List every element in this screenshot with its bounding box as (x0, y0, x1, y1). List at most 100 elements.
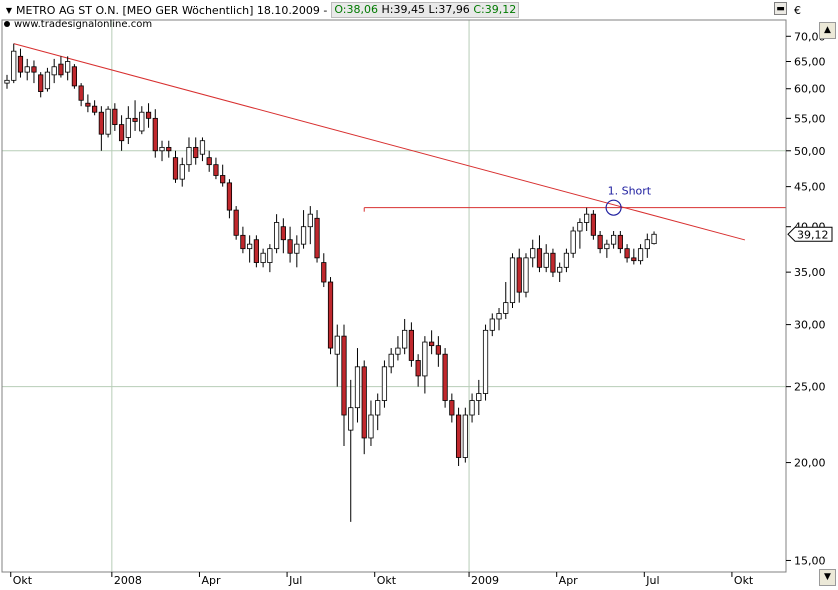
currency-label: € (794, 4, 801, 17)
candle (543, 244, 549, 273)
candle-body-up (469, 400, 475, 416)
candle (58, 56, 64, 78)
candle (105, 106, 111, 138)
candle-body-up (348, 407, 354, 431)
candle (179, 157, 185, 187)
candle-body-down (233, 209, 239, 236)
candle (348, 379, 354, 522)
minimize-button[interactable]: ▬ (774, 2, 787, 15)
y-tick-label: 15,00 (794, 554, 826, 567)
y-tick-label: 30,00 (794, 319, 826, 332)
candle-body-down (31, 66, 37, 73)
grid (2, 20, 786, 572)
candle-body-down (145, 111, 152, 119)
low-value: L:37,96 (428, 3, 470, 16)
candle-body-down (361, 366, 367, 439)
open-value: O:38,06 (334, 3, 379, 16)
candle (247, 235, 253, 263)
candle (570, 226, 576, 258)
x-tick-label: Jul (288, 574, 302, 587)
candle (354, 348, 361, 423)
candle-body-down (408, 329, 415, 361)
candle (166, 140, 172, 158)
candle (516, 248, 522, 303)
candle (118, 115, 125, 151)
candle (31, 60, 37, 84)
candle-body-up (267, 248, 273, 263)
x-tick-label: Okt (734, 574, 754, 587)
candle-body-down (280, 226, 286, 241)
candle (563, 248, 570, 273)
candle (550, 248, 556, 278)
high-value: H:39,45 (381, 3, 425, 16)
candle-body-up (51, 66, 57, 76)
candle-body-down (85, 102, 91, 107)
candle (253, 235, 259, 268)
trendline-line (13, 43, 746, 241)
candle-body-up (105, 108, 111, 135)
y-tick-label: 25,00 (794, 381, 826, 394)
candle (287, 226, 293, 263)
candle (260, 248, 266, 268)
candle-body-down (193, 146, 199, 159)
candle-body-down (17, 55, 24, 73)
collapse-icon[interactable]: ▼ (5, 5, 13, 15)
candle-body-down (58, 63, 64, 76)
candle-body-up (402, 329, 408, 349)
candle (611, 230, 617, 249)
candle (604, 239, 610, 258)
candle-body-up (11, 50, 17, 81)
candle (213, 157, 219, 180)
y-tick-label: 20,00 (794, 457, 826, 470)
candle-body-up (159, 146, 165, 152)
candle-body-down (624, 248, 630, 259)
candle (651, 231, 657, 245)
candle-body-up (24, 66, 30, 73)
candle (321, 253, 327, 288)
candle-body-down (536, 248, 543, 268)
candle-body-down (78, 85, 84, 101)
candle-body-down (206, 157, 212, 166)
candle-body-down (341, 335, 347, 416)
candle (98, 106, 104, 151)
chart-header: ▼ METRO AG ST O.N. [MEO GER Wöchentlich]… (4, 2, 520, 18)
candle-body-down (166, 146, 172, 152)
bullet-icon (4, 21, 10, 27)
candle-body-down (220, 175, 226, 184)
candle (644, 233, 650, 258)
candle (240, 226, 246, 254)
candle (557, 262, 563, 283)
y-tick-label: 35,00 (794, 266, 826, 279)
candle-body-down (449, 400, 455, 416)
x-tick-label: Okt (377, 574, 397, 587)
candle (631, 248, 637, 265)
candle (523, 253, 529, 298)
candle-body-up (273, 222, 280, 250)
candle (637, 244, 644, 265)
candle-body-down (314, 217, 320, 259)
candle (85, 94, 91, 113)
y-tick-label: 60,00 (794, 83, 826, 96)
candle (327, 277, 334, 355)
trendline (13, 43, 746, 241)
candle (139, 106, 145, 135)
candle-body-down (597, 234, 603, 250)
x-tick-label: Apr (559, 574, 579, 587)
scroll-up-button[interactable]: ▲ (819, 22, 836, 39)
candle-body-up (139, 111, 145, 132)
candle-body-up (388, 353, 394, 368)
candle (273, 214, 280, 254)
plot-border (1, 19, 787, 573)
candle (314, 210, 320, 263)
candle (435, 336, 441, 367)
candle-body-up (584, 213, 590, 223)
candle-body-down (415, 360, 421, 377)
candle-body-up (496, 313, 502, 320)
axes: 15,0020,0025,0030,0035,0040,0045,0050,00… (1, 19, 833, 587)
candle (408, 322, 415, 367)
candle-body-down (321, 262, 327, 283)
candle (206, 150, 212, 172)
candle-body-up (523, 257, 529, 293)
scroll-down-button[interactable]: ▼ (819, 569, 836, 586)
